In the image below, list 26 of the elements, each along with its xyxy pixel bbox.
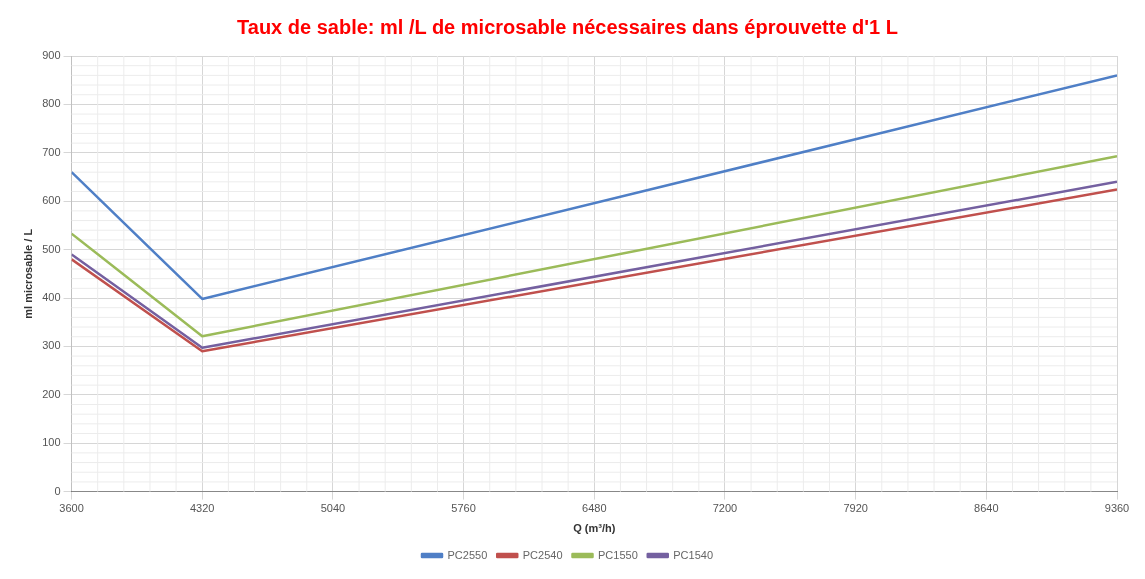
- legend-label: PC1540: [673, 548, 714, 561]
- legend-label: PC2550: [447, 548, 488, 561]
- x-tick-label: 5040: [320, 502, 346, 515]
- y-tick-label: 400: [42, 291, 61, 304]
- x-tick-label: 7920: [843, 502, 868, 515]
- x-tick-label: 5760: [451, 502, 476, 515]
- x-tick-label: 8640: [974, 502, 999, 515]
- x-tick-label: 6480: [582, 502, 607, 515]
- y-tick-label: 0: [54, 484, 61, 497]
- y-tick-label: 900: [42, 49, 61, 62]
- y-tick-label: 500: [42, 242, 61, 255]
- x-tick-label: 3600: [59, 502, 84, 515]
- y-tick-label: 700: [42, 145, 61, 158]
- x-tick-label: 9360: [1104, 502, 1130, 515]
- x-axis-title: Q (m³/h): [573, 522, 616, 535]
- x-tick-label: 7200: [712, 502, 738, 515]
- y-tick-label: 200: [42, 387, 61, 400]
- chart-title: Taux de sable: ml /L de microsable nécessaires dans éprouvette d'1 L: [237, 15, 898, 38]
- y-tick-label: 100: [42, 436, 61, 449]
- y-tick-label: 600: [42, 194, 61, 207]
- legend-label: PC1550: [598, 548, 638, 561]
- y-axis-title: ml microsable / L: [21, 228, 34, 319]
- x-tick-label: 4320: [189, 502, 215, 515]
- legend-label: PC2540: [522, 548, 563, 561]
- y-tick-label: 300: [42, 339, 61, 352]
- y-tick-label: 800: [42, 97, 61, 110]
